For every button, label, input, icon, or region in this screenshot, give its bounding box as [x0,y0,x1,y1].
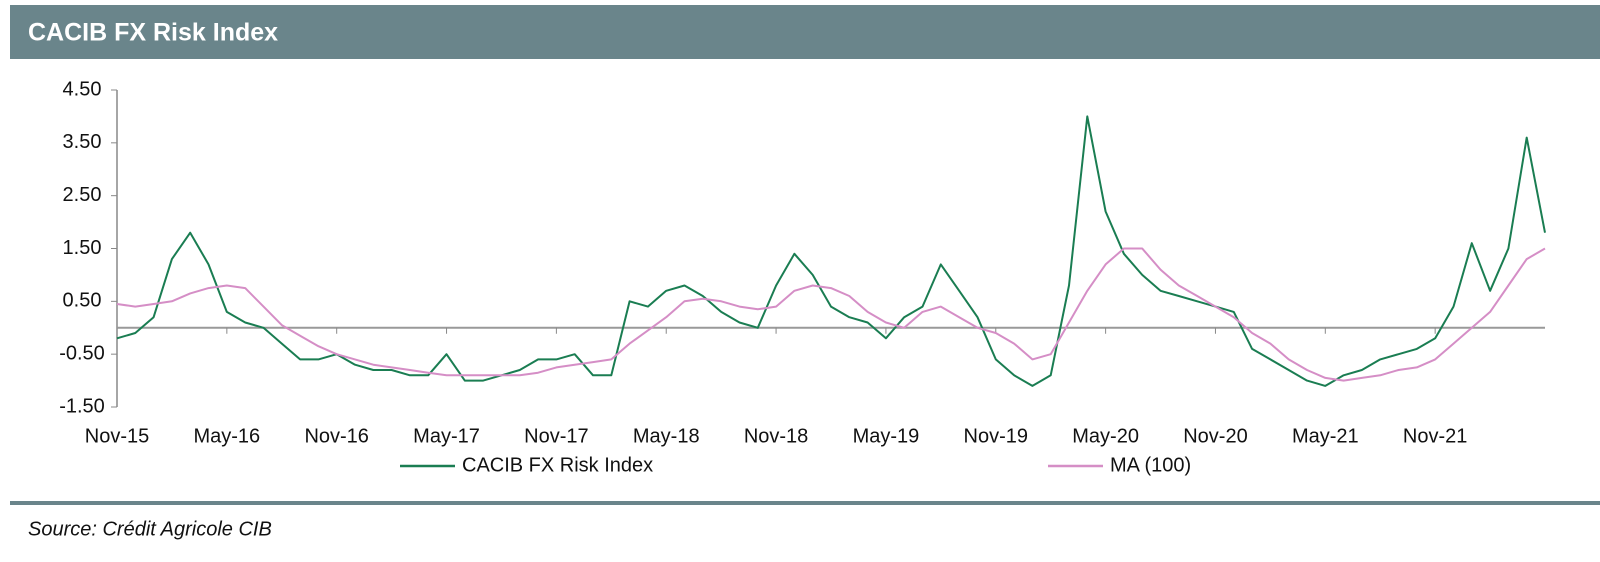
y-tick-label: -1.50 [59,395,105,417]
series-line [116,115,1546,387]
x-tick-label: May-20 [1072,425,1139,447]
x-tick-label: May-18 [633,425,700,447]
source: Source: Crédit Agricole CIB [28,518,272,540]
x-tick-label: Nov-17 [524,425,588,447]
y-tick-label: -0.50 [59,342,105,364]
x-tick-label: May-16 [193,425,260,447]
header-band [10,5,1600,59]
chart-title: CACIB FX Risk Index [28,19,278,47]
footer-rule [10,501,1600,505]
x-tick-label: Nov-15 [85,425,149,447]
series-line [116,247,1546,382]
x-tick-label: Nov-19 [964,425,1028,447]
y-tick-label: 2.50 [63,184,102,206]
x-tick-label: May-17 [413,425,480,447]
x-tick-label: May-19 [853,425,920,447]
legend-label: CACIB FX Risk Index [462,454,653,476]
x-tick-label: Nov-16 [304,425,368,447]
legend-label: MA (100) [1110,454,1191,476]
y-tick-label: 4.50 [63,78,102,100]
y-tick-label: 3.50 [63,131,102,153]
x-tick-label: May-21 [1292,425,1359,447]
y-tick-label: 0.50 [63,290,102,312]
x-tick-label: Nov-18 [744,425,808,447]
x-tick-label: Nov-20 [1183,425,1247,447]
x-tick-label: Nov-21 [1403,425,1467,447]
y-tick-label: 1.50 [63,237,102,259]
